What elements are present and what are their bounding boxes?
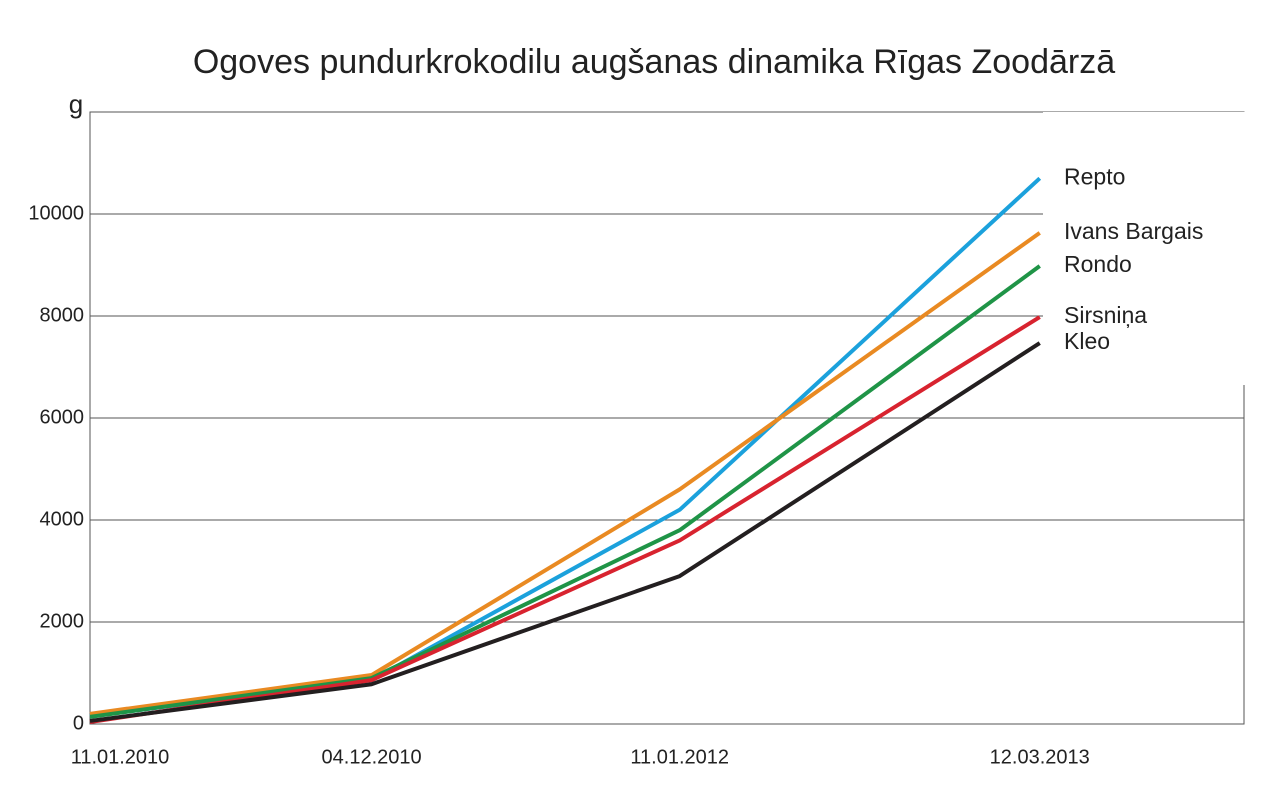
legend-label: Kleo [1064,328,1110,354]
y-tick-label: 8000 [40,304,85,326]
y-axis-label: g [69,89,83,119]
series-line [89,264,1041,719]
series-line [89,341,1041,723]
y-tick-label: 6000 [40,406,85,428]
legend-label: Repto [1064,163,1125,189]
legend-label: Sirsniņa [1064,302,1147,328]
x-tick-label: 11.01.2010 [71,746,170,768]
x-tick-label: 12.03.2013 [990,746,1090,768]
y-tick-label: 0 [73,712,84,734]
legend-label: Ivans Bargais [1064,218,1203,244]
x-tick-label: 11.01.2012 [630,746,729,768]
y-tick-label: 4000 [40,508,85,530]
chart-title: Ogoves pundurkrokodilu augšanas dinamika… [193,43,1115,81]
y-tick-label: 10000 [28,202,84,224]
series-line [89,231,1041,716]
x-tick-label: 04.12.2010 [322,746,422,768]
legend-box [1043,112,1245,385]
y-tick-label: 2000 [40,610,85,632]
legend-label: Rondo [1064,251,1132,277]
